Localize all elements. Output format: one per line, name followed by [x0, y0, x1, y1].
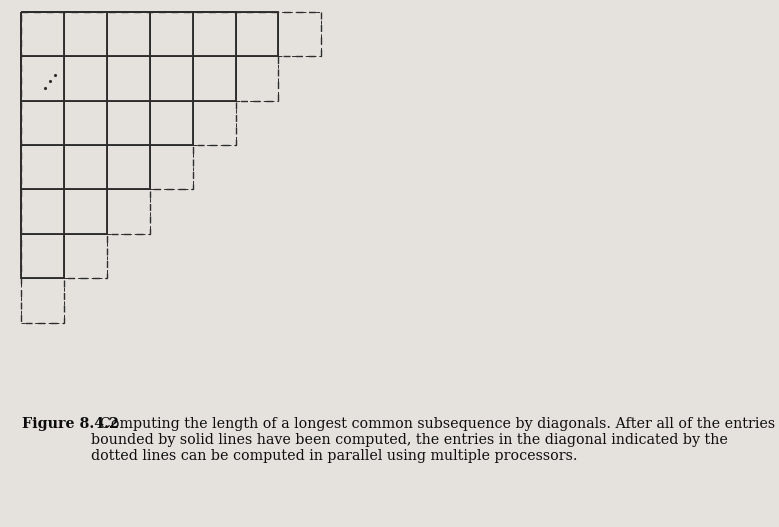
Bar — [64, 189, 108, 234]
Bar — [21, 189, 64, 234]
Bar — [279, 12, 321, 56]
Bar — [236, 12, 279, 56]
Bar — [64, 234, 108, 278]
Bar — [64, 145, 108, 189]
Bar — [64, 56, 108, 101]
Bar — [108, 56, 150, 101]
Bar — [150, 56, 193, 101]
Bar — [21, 278, 64, 323]
Bar — [150, 101, 193, 145]
Bar — [21, 101, 64, 145]
Bar — [108, 189, 150, 234]
Bar — [193, 101, 235, 145]
Bar — [108, 101, 150, 145]
Bar — [21, 56, 64, 101]
Bar — [64, 101, 108, 145]
Bar — [21, 145, 64, 189]
Text: Computing the length of a longest common subsequence by diagonals. After all of : Computing the length of a longest common… — [91, 417, 775, 463]
Bar — [150, 12, 193, 56]
Bar — [21, 12, 64, 56]
Bar — [193, 56, 235, 101]
Bar — [108, 12, 150, 56]
Bar — [193, 12, 235, 56]
Bar — [236, 56, 279, 101]
Bar — [21, 234, 64, 278]
Bar — [108, 145, 150, 189]
Bar — [150, 145, 193, 189]
Bar — [64, 12, 108, 56]
Text: Figure 8.4.2: Figure 8.4.2 — [22, 417, 118, 431]
